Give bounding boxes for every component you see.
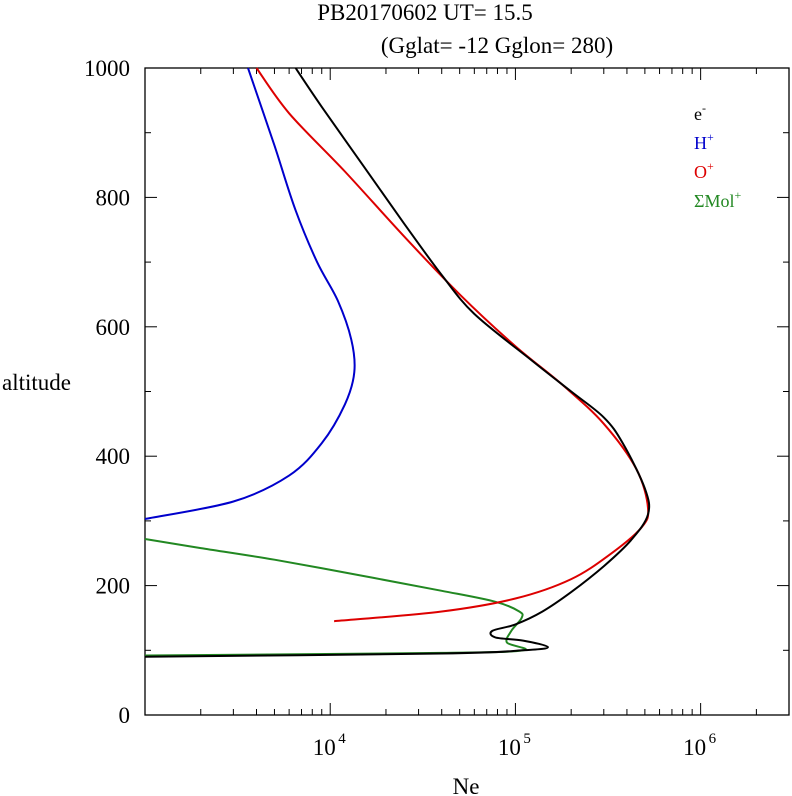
x-tick-labels: 10 4 10 5 10 6 xyxy=(313,731,717,760)
legend-item: e- xyxy=(694,101,706,124)
series-line xyxy=(144,67,356,520)
series-lines xyxy=(144,67,651,658)
legend-superscript: + xyxy=(707,130,714,144)
y-tick-label: 200 xyxy=(96,574,131,599)
y-tick-label: 400 xyxy=(96,444,131,469)
y-tick-label: 600 xyxy=(96,315,131,340)
x-tick-exponent: 6 xyxy=(709,731,717,747)
y-tick-label: 800 xyxy=(96,185,131,210)
x-axis-label: Ne xyxy=(453,774,480,796)
legend-item: O+ xyxy=(694,159,714,182)
chart-title: PB20170602 UT= 15.5 xyxy=(317,0,533,25)
legend-superscript: - xyxy=(702,101,706,115)
legend-superscript: + xyxy=(734,188,741,202)
x-tick-exponent: 5 xyxy=(523,731,531,747)
series-line xyxy=(255,67,650,623)
legend-item: H+ xyxy=(694,130,714,153)
legend: e- H+ O+ ΣMol+ xyxy=(694,101,741,211)
axis-ticks xyxy=(144,67,790,716)
x-tick-label: 10 xyxy=(683,735,706,760)
y-axis-label: altitude xyxy=(2,370,71,395)
y-tick-labels: 0 200 400 600 800 1000 xyxy=(84,56,130,728)
y-tick-label: 0 xyxy=(119,703,131,728)
x-tick-label: 10 xyxy=(313,735,336,760)
y-tick-label: 1000 xyxy=(84,56,130,81)
series-line xyxy=(144,67,651,658)
x-tick-label: 10 xyxy=(498,735,521,760)
plot-frame xyxy=(144,67,790,716)
chart-subtitle: (Gglat= -12 Gglon= 280) xyxy=(381,33,613,58)
legend-superscript: + xyxy=(707,159,714,173)
series-line xyxy=(144,538,527,657)
x-tick-exponent: 4 xyxy=(338,731,346,747)
legend-item: ΣMol+ xyxy=(694,188,741,211)
